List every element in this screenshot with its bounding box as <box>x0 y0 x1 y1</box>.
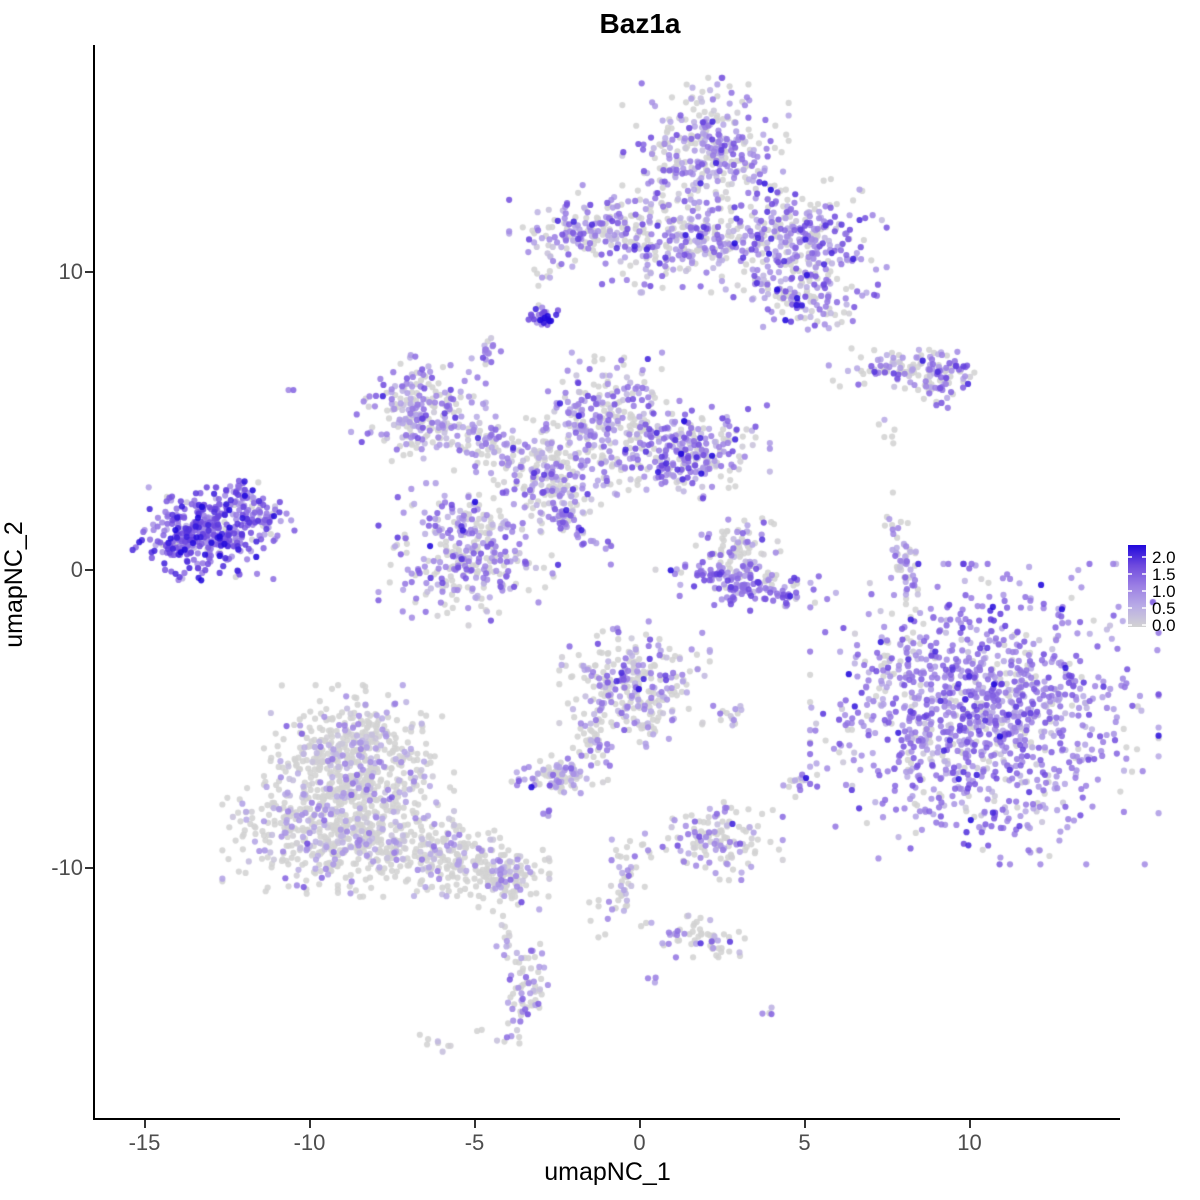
x-tick-label: 5 <box>798 1130 811 1155</box>
y-axis-line <box>93 45 95 1120</box>
y-tick-mark <box>85 866 93 869</box>
x-tick-label: 10 <box>957 1130 982 1155</box>
x-tick-label: -5 <box>464 1130 485 1155</box>
legend-tick-mark <box>1128 624 1132 626</box>
legend-tick-mark <box>1142 556 1146 558</box>
legend-tick-mark <box>1142 590 1146 592</box>
x-axis-line <box>93 1118 1120 1120</box>
legend-gradient-bar <box>1128 545 1146 627</box>
legend-tick-mark <box>1128 590 1132 592</box>
x-tick-mark <box>143 1120 146 1128</box>
legend-label: 2.0 <box>1152 547 1176 567</box>
y-tick-label: 10 <box>58 258 83 284</box>
legend-tick-mark <box>1128 573 1132 575</box>
x-tick-mark <box>473 1120 476 1128</box>
legend-tick-mark <box>1142 573 1146 575</box>
y-tick-label: 0 <box>70 556 83 582</box>
x-tick-mark <box>308 1120 311 1128</box>
legend-tick-mark <box>1142 607 1146 609</box>
legend-tick-mark <box>1128 556 1132 558</box>
x-tick-label: 0 <box>633 1130 646 1155</box>
y-axis-title: umapNC_2 <box>0 521 28 648</box>
x-tick-mark <box>968 1120 971 1128</box>
x-axis-title: umapNC_1 <box>544 1158 671 1186</box>
x-tick-label: -10 <box>293 1130 326 1155</box>
y-tick-label: -10 <box>51 854 83 880</box>
x-tick-label: -15 <box>128 1130 161 1155</box>
legend-tick-mark <box>1142 624 1146 626</box>
legend-label: 1.0 <box>1152 582 1176 601</box>
legend-tick-mark <box>1128 607 1132 609</box>
legend-label: 0.5 <box>1152 598 1176 618</box>
y-tick-mark <box>85 270 93 273</box>
x-tick-mark <box>638 1120 641 1128</box>
x-tick-mark <box>803 1120 806 1128</box>
legend-label: 0.0 <box>1152 616 1176 636</box>
legend-label: 1.5 <box>1152 565 1176 585</box>
y-tick-mark <box>85 568 93 571</box>
